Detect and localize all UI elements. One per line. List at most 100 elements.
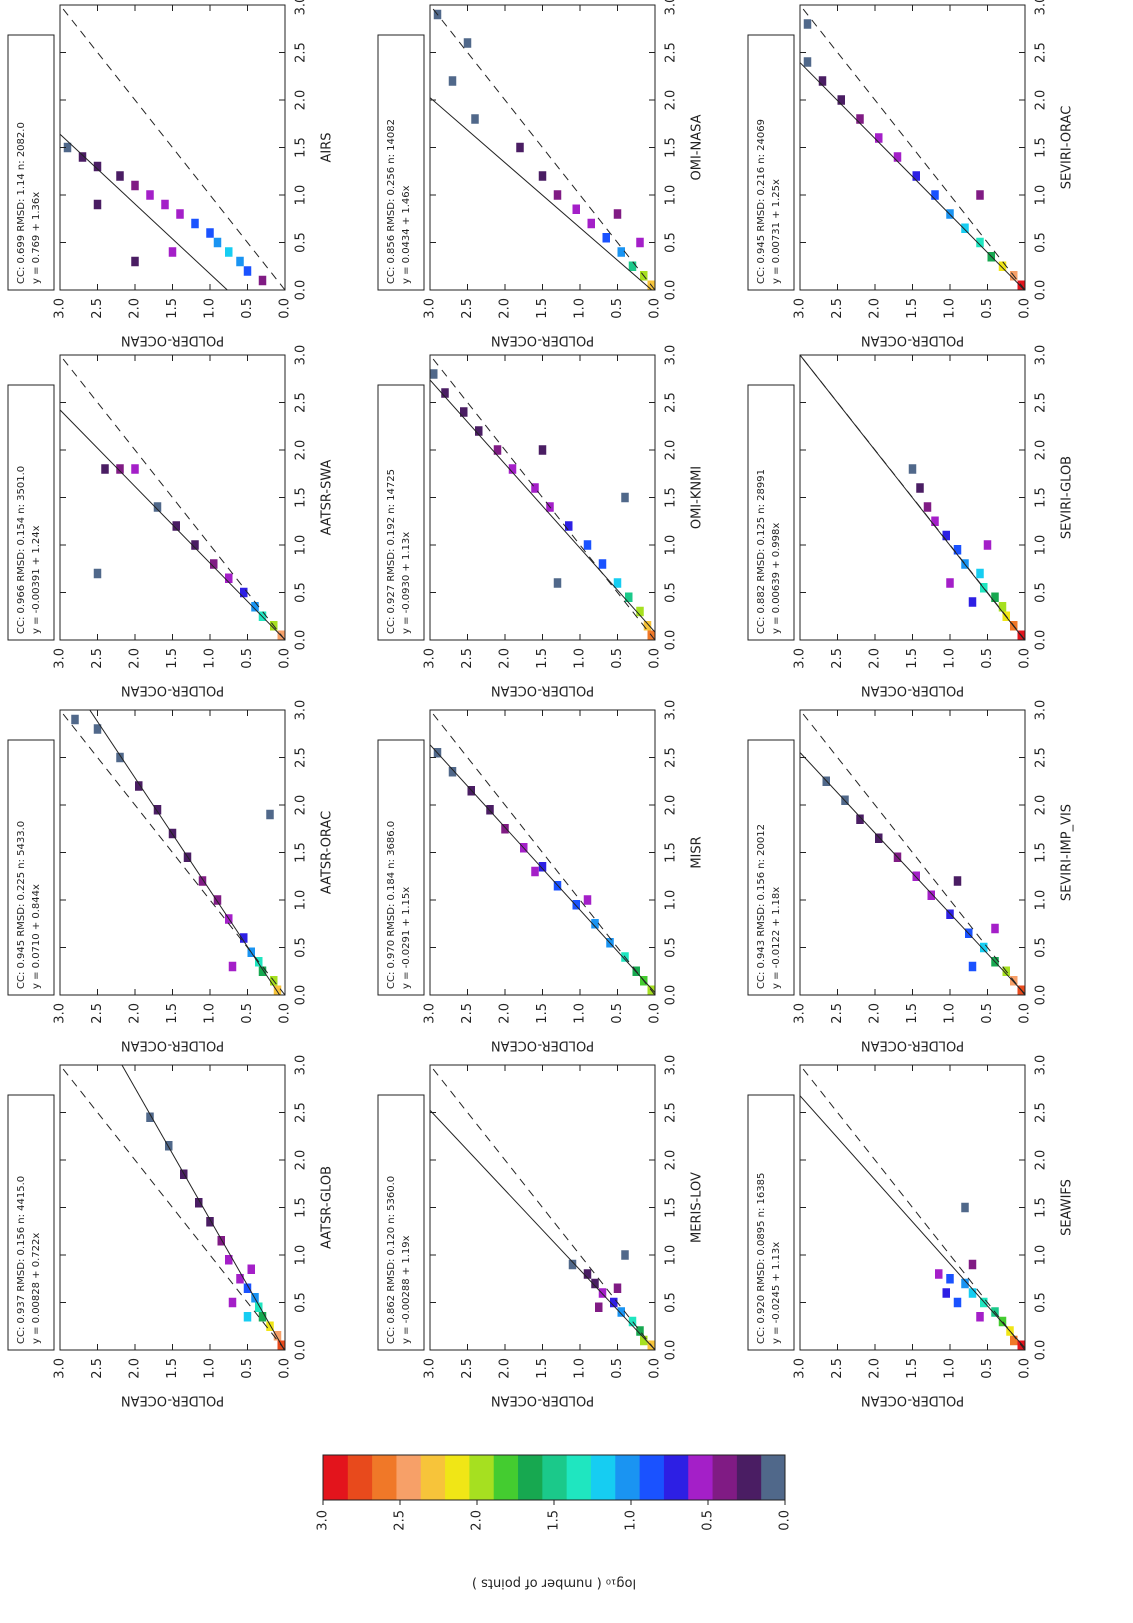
y-tick-label: 2.5	[460, 1003, 475, 1024]
density-cell	[625, 592, 633, 602]
density-cell	[893, 152, 902, 162]
density-cell	[923, 502, 932, 512]
y-tick-label: 0.5	[610, 1003, 625, 1024]
density-cell	[598, 559, 607, 569]
fit-text: y = 0.0710 + 0.844x	[31, 884, 42, 989]
fit-text: y = 0.769 + 1.36x	[31, 192, 42, 284]
x-tick-label: 2.0	[664, 90, 679, 111]
x-tick-label: 0.5	[664, 1292, 679, 1313]
density-cell	[228, 961, 237, 972]
x-tick-label: 1.5	[1034, 487, 1049, 508]
density-cell	[961, 223, 969, 233]
colorbar-swatch	[468, 1455, 494, 1500]
y-tick-label: 2.0	[498, 298, 513, 319]
x-tick-label: 2.5	[664, 392, 679, 413]
stats-box	[747, 739, 795, 996]
x-tick-label: 2.5	[294, 392, 309, 413]
density-cell	[837, 95, 845, 105]
y-tick-label: 3.0	[53, 1003, 68, 1024]
density-cell	[621, 1250, 629, 1260]
y-tick-label: 3.0	[793, 1003, 808, 1024]
density-cell	[953, 545, 962, 555]
y-tick-label: 0.5	[240, 1003, 255, 1024]
density-cell	[968, 1259, 977, 1270]
density-cell	[553, 578, 562, 588]
density-cell	[195, 1198, 203, 1208]
y-tick-label: 1.5	[165, 1358, 180, 1379]
colorbar-swatch	[566, 1455, 591, 1500]
y-tick-label: 1.5	[905, 1003, 920, 1024]
stats-text: CC: 0.966 RMSD: 0.154 n: 3501.0	[16, 466, 27, 634]
x-tick-label: 0.5	[294, 232, 309, 253]
y-axis-label: POLDER-OCEAN	[121, 1393, 224, 1408]
density-cell	[927, 890, 935, 900]
density-cell	[131, 464, 139, 474]
y-tick-label: 2.0	[128, 298, 143, 319]
x-tick-label: 3.0	[294, 0, 309, 15]
x-tick-label: 0.5	[294, 1292, 309, 1313]
stats-box	[377, 1094, 425, 1351]
density-cell	[572, 204, 580, 214]
fit-text: y = -0.00391 + 1.24x	[31, 525, 42, 634]
y-tick-label: 2.0	[498, 648, 513, 669]
density-cell	[236, 1274, 244, 1284]
x-axis-label: OMI-NASA	[690, 114, 705, 180]
density-cell	[976, 190, 984, 200]
x-tick-label: 0.0	[294, 630, 309, 651]
x-tick-label: 1.0	[294, 1245, 309, 1266]
fit-text: y = 0.00828 + 0.722x	[31, 1233, 42, 1344]
density-cell	[935, 1269, 943, 1279]
one-to-one-line	[430, 355, 655, 640]
plot-area	[60, 710, 285, 995]
density-cell	[946, 578, 954, 588]
density-cell	[856, 814, 864, 824]
y-tick-label: 0.0	[278, 298, 293, 319]
fit-line	[121, 1065, 285, 1350]
y-tick-label: 1.0	[573, 648, 588, 669]
x-axis-label: AATSR-GLOB	[320, 1166, 335, 1249]
plot-area	[60, 5, 285, 290]
y-tick-label: 0.0	[1018, 648, 1033, 669]
x-tick-label: 3.0	[1034, 700, 1049, 721]
density-cell	[961, 1202, 969, 1213]
density-cell	[210, 559, 218, 569]
y-axis-label: POLDER-OCEAN	[861, 333, 964, 348]
density-cell	[538, 862, 547, 872]
colorbar-swatch	[420, 1455, 446, 1500]
x-tick-label: 1.0	[664, 185, 679, 206]
colorbar-swatch	[541, 1455, 567, 1500]
density-cell	[565, 521, 573, 531]
x-axis-label: SEAWIFS	[1060, 1179, 1075, 1236]
one-to-one-line	[800, 1065, 1025, 1350]
y-tick-label: 0.0	[278, 1003, 293, 1024]
y-tick-label: 1.0	[203, 648, 218, 669]
x-tick-label: 1.5	[664, 1197, 679, 1218]
colorbar-tick-label: 3.0	[316, 1510, 331, 1531]
density-cell	[946, 1274, 954, 1284]
density-cell	[591, 919, 599, 929]
y-tick-label: 1.5	[165, 648, 180, 669]
density-cell	[225, 247, 233, 257]
density-cell	[161, 199, 169, 210]
y-tick-label: 3.0	[53, 1358, 68, 1379]
x-axis-label: SEVIRI-IMP_VIS	[1060, 804, 1075, 901]
density-cell	[135, 781, 143, 791]
one-to-one-line	[430, 710, 655, 995]
panel: 0.0 0.5 1.0 1.5 2.0 2.5 3.0 0.0 0.5 1.0 1.5 2.0 2.5 3…	[7, 0, 335, 348]
density-cell	[998, 261, 1007, 271]
landscape-figure: 0.0 0.5 1.0 1.5 2.0 2.5 3.0 0.0 0.5 1.0 1.5 2.0 2.5 3…	[7, 0, 1075, 1591]
y-tick-label: 2.5	[830, 648, 845, 669]
y-tick-label: 1.0	[573, 298, 588, 319]
density-cell	[568, 1259, 577, 1270]
density-cell	[78, 152, 87, 162]
density-cell	[116, 171, 124, 181]
density-cell	[803, 57, 812, 67]
density-cell	[236, 256, 244, 267]
y-tick-label: 1.5	[905, 1358, 920, 1379]
y-tick-label: 3.0	[423, 298, 438, 319]
density-cell	[153, 805, 162, 815]
colorbar-swatch	[760, 1455, 786, 1500]
plot-area	[430, 355, 655, 640]
density-cell	[116, 752, 124, 763]
